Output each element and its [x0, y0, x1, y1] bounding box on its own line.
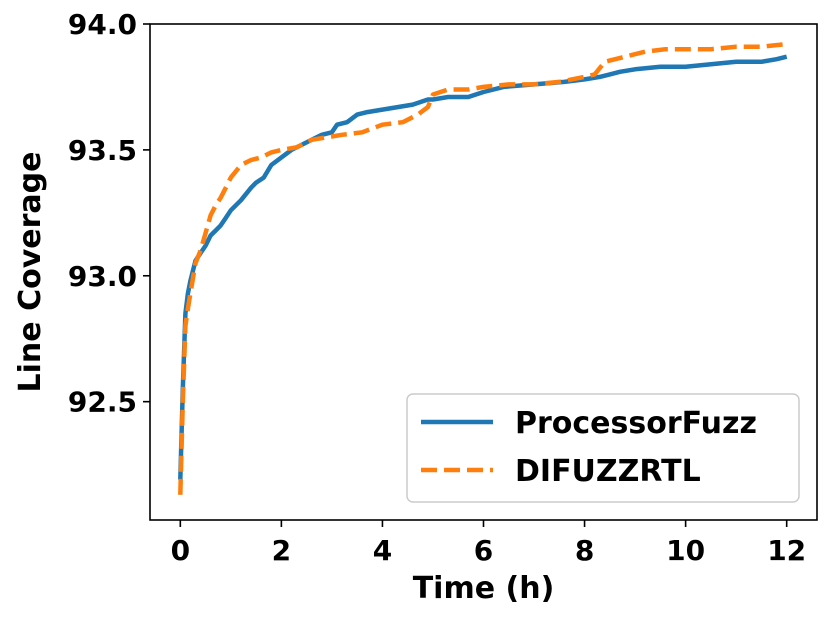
x-tick-label: 4 [373, 534, 392, 567]
x-axis-label: Time (h) [413, 571, 555, 606]
x-tick-label: 0 [171, 534, 190, 567]
x-tick-label: 2 [272, 534, 291, 567]
series-layer [178, 41, 788, 495]
legend: ProcessorFuzz DIFUZZRTL [406, 393, 800, 503]
x-tick-label: 12 [767, 534, 806, 567]
y-tick-label: 93.0 [68, 260, 137, 293]
series-line-processorfuzz [178, 54, 788, 480]
x-axis-ticks: 0 2 4 6 8 10 12 [171, 520, 806, 567]
legend-box [406, 393, 800, 503]
y-tick-label: 93.5 [68, 134, 137, 167]
legend-entry: DIFUZZRTL [515, 454, 701, 489]
y-tick-label: 94.0 [68, 8, 137, 41]
y-axis-label: Line Coverage [13, 152, 48, 393]
x-tick-label: 6 [474, 534, 493, 567]
y-tick-label: 92.5 [68, 386, 137, 419]
series-line-difuzzrtl [178, 41, 787, 495]
x-tick-label: 10 [666, 534, 705, 567]
y-axis-ticks: 92.5 93.0 93.5 94.0 [68, 8, 150, 419]
x-tick-label: 8 [575, 534, 594, 567]
legend-entry: ProcessorFuzz [515, 406, 757, 441]
